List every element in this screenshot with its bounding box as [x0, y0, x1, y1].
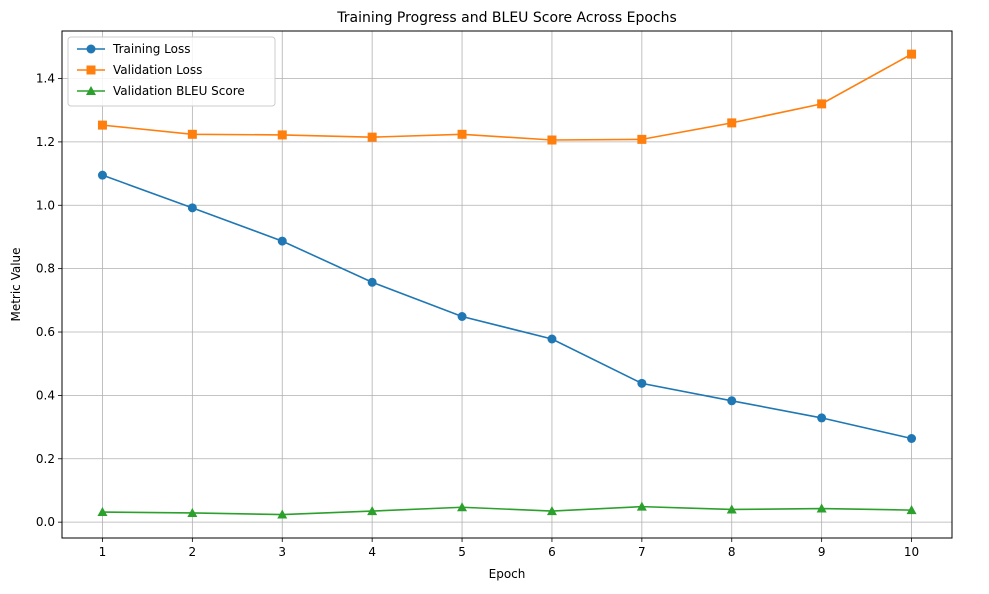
data-point [546, 506, 557, 516]
data-point [457, 129, 467, 139]
data-point [277, 130, 287, 140]
data-point [726, 504, 737, 514]
data-point [547, 135, 557, 145]
data-point [906, 505, 917, 515]
y-tick-label: 0.0 [36, 515, 55, 529]
data-point [636, 501, 647, 511]
data-point [97, 170, 107, 180]
legend-label: Validation Loss [113, 63, 202, 77]
plot-area-frame [61, 30, 953, 539]
series-line [102, 505, 912, 516]
data-point [817, 99, 827, 109]
data-point [367, 277, 377, 287]
data-point [907, 434, 917, 444]
data-point [97, 120, 107, 130]
data-point [727, 118, 737, 128]
data-point [187, 507, 198, 517]
y-axis-label: Metric Value [9, 247, 23, 321]
legend-marker [86, 65, 96, 75]
x-tick-label: 10 [904, 545, 919, 559]
y-tick-label: 1.4 [36, 72, 55, 86]
data-point [367, 132, 377, 142]
y-tick-label: 0.6 [36, 325, 55, 339]
series-1 [97, 49, 917, 145]
legend-box [67, 36, 276, 107]
series-0 [97, 170, 917, 444]
series-2 [97, 501, 917, 519]
data-point [187, 203, 197, 213]
data-point [727, 396, 737, 406]
x-tick-label: 4 [368, 545, 376, 559]
data-point [907, 49, 917, 59]
x-tick-label: 9 [818, 545, 826, 559]
y-tick-label: 0.8 [36, 262, 55, 276]
data-point [277, 236, 287, 246]
y-tick-label: 0.4 [36, 388, 55, 402]
legend-marker [86, 44, 96, 54]
series-line [102, 53, 912, 141]
data-point [816, 503, 827, 513]
data-point [277, 509, 288, 519]
x-tick-label: 6 [548, 545, 556, 559]
data-point [547, 334, 557, 344]
y-tick-label: 0.2 [36, 452, 55, 466]
data-point [97, 507, 108, 517]
legend-marker [86, 86, 96, 95]
series-line [102, 174, 912, 440]
data-point [637, 378, 647, 388]
y-tick-label: 1.0 [36, 198, 55, 212]
x-axis-label: Epoch [489, 567, 526, 581]
x-tick-label: 7 [638, 545, 646, 559]
x-tick-label: 5 [458, 545, 466, 559]
data-point [817, 413, 827, 423]
y-tick-label: 1.2 [36, 135, 55, 149]
x-tick-label: 8 [728, 545, 736, 559]
data-point [457, 502, 468, 512]
chart-title: Training Progress and BLEU Score Across … [336, 10, 677, 26]
x-tick-label: 3 [278, 545, 286, 559]
data-point [187, 129, 197, 139]
data-point [637, 134, 647, 144]
legend: Training Loss Validation Loss Validation B… [67, 36, 276, 107]
data-point [367, 506, 378, 516]
legend-label: Training Loss [112, 42, 190, 56]
series-lines [97, 49, 917, 519]
x-tick-label: 1 [99, 545, 107, 559]
data-point [457, 312, 467, 322]
grid-lines [62, 31, 952, 538]
x-tick-label: 2 [189, 545, 197, 559]
legend-label: Validation BLEU Score [113, 84, 245, 98]
axis-ticks: 1 2 3 4 5 6 7 8 9 10 0.0 0.2 0.4 0.6 0.8 1.0 1.2 1.4 [36, 72, 919, 559]
